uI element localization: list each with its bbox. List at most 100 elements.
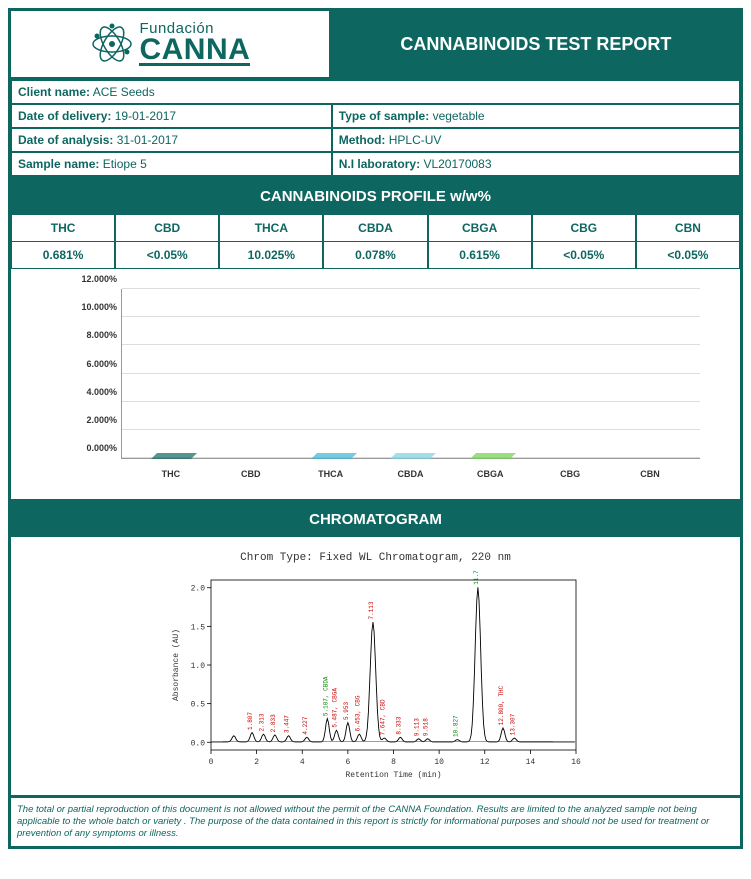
delivery-value: 19-01-2017 [115,109,176,123]
samplename-cell: Sample name: Etiope 5 [11,152,332,176]
svg-text:4: 4 [299,758,304,767]
client-cell: Client name: ACE Seeds [11,80,740,104]
analysis-value: 31-01-2017 [117,133,178,147]
svg-text:1.0: 1.0 [190,662,205,671]
bar-chart: 0.000%2.000%4.000%6.000%8.000%10.000%12.… [71,289,700,479]
profile-val-thca: 10.025% [219,242,323,269]
client-value: ACE Seeds [93,85,155,99]
logo-title: CANNA [139,36,250,66]
lab-cell: N.I laboratory: VL20170083 [332,152,740,176]
logo-cell: Fundación CANNA [11,11,332,77]
svg-text:2.833: 2.833 [269,714,276,732]
sampletype-cell: Type of sample: vegetable [332,104,740,128]
svg-text:5.107, CBDA: 5.107, CBDA [322,676,329,716]
samplename-value: Etiope 5 [103,157,147,171]
svg-text:11.700, THCA: 11.700, THCA [472,570,479,585]
x-tick-label: CBG [545,469,595,479]
svg-text:5.487, CBGA: 5.487, CBGA [331,688,338,728]
x-tick-label: CBGA [465,469,515,479]
chromatogram-title: Chrom Type: Fixed WL Chromatogram, 220 n… [51,552,700,564]
method-value: HPLC-UV [389,133,442,147]
logo: Fundación CANNA [89,21,250,67]
delivery-cell: Date of delivery: 19-01-2017 [11,104,332,128]
profile-col-thca: THCA [219,214,323,242]
svg-text:9.113: 9.113 [413,718,420,736]
svg-text:1.5: 1.5 [190,623,205,632]
profile-val-cbg: <0.05% [532,242,636,269]
profile-columns: THCCBDTHCACBDACBGACBGCBN [11,214,740,242]
profile-col-cbg: CBG [532,214,636,242]
svg-text:8: 8 [391,758,396,767]
svg-text:5.953: 5.953 [342,702,349,720]
svg-text:0.0: 0.0 [190,739,205,748]
svg-text:7.113: 7.113 [367,601,374,619]
svg-text:9.518: 9.518 [422,718,429,736]
analysis-label: Date of analysis: [18,133,113,147]
profile-col-cbd: CBD [115,214,219,242]
svg-text:12.800, THC: 12.800, THC [498,685,505,725]
profile-val-cbda: 0.078% [323,242,427,269]
report-container: Fundación CANNA CANNABINOIDS TEST REPORT… [8,8,743,849]
method-label: Method: [339,133,386,147]
y-tick-label: 2.000% [67,415,117,425]
sampletype-value: vegetable [433,109,485,123]
svg-text:0.5: 0.5 [190,701,205,710]
y-tick-label: 12.000% [67,274,117,284]
x-tick-label: CBN [625,469,675,479]
profile-col-cbn: CBN [636,214,740,242]
svg-text:13.307: 13.307 [509,713,516,735]
profile-col-thc: THC [11,214,115,242]
svg-text:16: 16 [571,758,581,767]
profile-val-cbd: <0.05% [115,242,219,269]
profile-header: CANNABINOIDS PROFILE w/w% [11,179,740,214]
y-tick-label: 0.000% [67,443,117,453]
bar-chart-container: 0.000% 2.000% 4.000% 6.000% 8.000% 10.000% 12.… [11,269,740,502]
svg-text:0: 0 [208,758,213,767]
x-tick-label: CBDA [385,469,435,479]
chromatogram-container: Chrom Type: Fixed WL Chromatogram, 220 n… [11,537,740,798]
svg-text:6.453, CBG: 6.453, CBG [354,695,361,731]
y-tick-label: 4.000% [67,387,117,397]
report-title: CANNABINOIDS TEST REPORT [332,11,740,77]
svg-text:14: 14 [525,758,535,767]
svg-text:1.807: 1.807 [247,712,254,730]
analysis-cell: Date of analysis: 31-01-2017 [11,128,332,152]
delivery-label: Date of delivery: [18,109,111,123]
profile-val-thc: 0.681% [11,242,115,269]
chromatogram-header: CHROMATOGRAM [11,502,740,537]
x-tick-label: CBD [226,469,276,479]
chromatogram-plot: 02468101214160.00.51.01.52.0Retention Ti… [166,570,586,780]
report-header: Fundación CANNA CANNABINOIDS TEST REPORT [11,11,740,80]
disclaimer-text: The total or partial reproduction of thi… [11,798,740,846]
sampletype-label: Type of sample: [339,109,429,123]
profile-val-cbga: 0.615% [428,242,532,269]
profile-val-cbn: <0.05% [636,242,740,269]
svg-text:10.827: 10.827 [452,715,459,737]
method-cell: Method: HPLC-UV [332,128,740,152]
svg-text:2.313: 2.313 [258,713,265,731]
x-tick-label: THCA [306,469,356,479]
svg-text:12: 12 [479,758,489,767]
lab-value: VL20170083 [423,157,491,171]
svg-text:8.333: 8.333 [395,716,402,734]
profile-col-cbda: CBDA [323,214,427,242]
client-label: Client name: [18,85,90,99]
atom-icon [89,21,135,67]
profile-col-cbga: CBGA [428,214,532,242]
x-tick-label: THC [146,469,196,479]
svg-text:4.227: 4.227 [301,716,308,734]
lab-label: N.I laboratory: [339,157,420,171]
y-tick-label: 10.000% [67,302,117,312]
svg-text:10: 10 [434,758,444,767]
info-block: Client name: ACE Seeds Date of delivery:… [11,80,740,179]
svg-text:2: 2 [254,758,259,767]
y-tick-label: 8.000% [67,330,117,340]
y-tick-label: 6.000% [67,359,117,369]
samplename-label: Sample name: [18,157,99,171]
svg-text:2.0: 2.0 [190,585,205,594]
svg-text:6: 6 [345,758,350,767]
profile-values: 0.681%<0.05%10.025%0.078%0.615%<0.05%<0.… [11,242,740,269]
svg-text:Absorbance (AU): Absorbance (AU) [172,629,181,701]
svg-text:3.447: 3.447 [283,715,290,733]
svg-text:7.647, CBD: 7.647, CBD [379,699,386,735]
